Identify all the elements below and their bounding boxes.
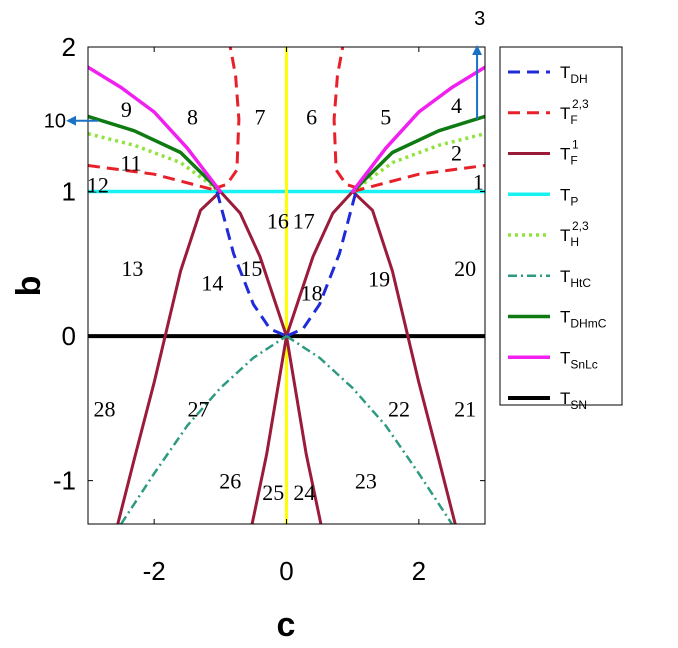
- series-line-F23_left_inner: [213, 47, 241, 191]
- legend-box: [499, 46, 623, 406]
- series-line-SnLc_right: [350, 65, 485, 194]
- region-label: 21: [454, 396, 476, 421]
- region-label: 28: [94, 396, 116, 421]
- region-label: 14: [201, 271, 223, 296]
- region-label: 26: [219, 469, 241, 494]
- region-label: 7: [255, 104, 266, 129]
- region-label: 2: [451, 141, 462, 166]
- region-label: 25: [262, 480, 284, 505]
- region-label: 5: [380, 104, 391, 129]
- series-line-H23_left: [88, 132, 222, 193]
- legend-entry: TSnLc: [560, 348, 598, 371]
- annotation-label: 10: [44, 111, 66, 133]
- series-line-F23_right_inner: [332, 47, 360, 191]
- region-label: 27: [187, 396, 209, 421]
- legend-entry: TDHmC: [560, 308, 607, 331]
- y-tick-label: 1: [62, 177, 76, 207]
- annotation-label: 3: [474, 8, 485, 30]
- annotation-layer: 3 10: [44, 8, 485, 133]
- region-label: 13: [121, 256, 143, 281]
- region-label: 11: [120, 151, 141, 176]
- series-line-HtC_right: [285, 335, 453, 524]
- legend-entry: TH2,3: [560, 219, 589, 249]
- series-line-DHmC_right: [350, 114, 485, 194]
- y-tick-label: -1: [53, 466, 76, 496]
- series-line-F1_inner_left: [250, 334, 288, 524]
- legend-entry: TDH: [560, 63, 588, 86]
- region-label: 22: [388, 396, 410, 421]
- series-layer: [88, 47, 485, 524]
- region-label: 6: [306, 104, 317, 129]
- series-line-F1_inner_right: [285, 334, 323, 524]
- x-axis-label: c: [277, 606, 296, 644]
- region-label: 20: [454, 256, 476, 281]
- series-line-F1_left: [116, 190, 288, 524]
- y-axis-label: b: [10, 276, 48, 297]
- y-tick-label: 2: [62, 32, 76, 62]
- region-label: 8: [187, 104, 198, 129]
- x-tick-label: -2: [143, 556, 166, 586]
- region-label: 9: [121, 97, 132, 122]
- region-label: 17: [293, 208, 315, 233]
- region-label: 16: [267, 208, 289, 233]
- legend: TDH TF2,3 TF1 TP TH2,3 THtC TDHmC TSnLc TSN: [499, 46, 623, 412]
- x-tick-label: 2: [412, 556, 426, 586]
- series-line-DHmC_left: [88, 114, 223, 194]
- region-label: 12: [87, 172, 109, 197]
- y-tick-label: 0: [62, 321, 76, 351]
- legend-entry: TSN: [560, 389, 587, 412]
- region-label: 23: [355, 469, 377, 494]
- series-line-SnLc_left: [88, 65, 223, 194]
- legend-entry: THtC: [560, 267, 591, 290]
- region-label: 19: [368, 266, 390, 291]
- series-line-F1_right: [285, 190, 457, 524]
- region-label: 18: [301, 281, 323, 306]
- x-tick-label: 0: [279, 556, 293, 586]
- region-label: 1: [473, 169, 484, 194]
- region-label: 24: [293, 480, 315, 505]
- legend-entry: TP: [560, 185, 578, 208]
- region-label: 4: [451, 93, 462, 118]
- legend-entry: TF2,3: [560, 97, 589, 127]
- series-line-F23_right_outer: [352, 164, 485, 193]
- series-line-DH_right: [285, 191, 358, 338]
- legend-entry: TF1: [560, 138, 579, 168]
- region-label: 15: [240, 256, 262, 281]
- series-line-F23_left_outer: [88, 164, 221, 193]
- series-line-DH_left: [215, 191, 288, 338]
